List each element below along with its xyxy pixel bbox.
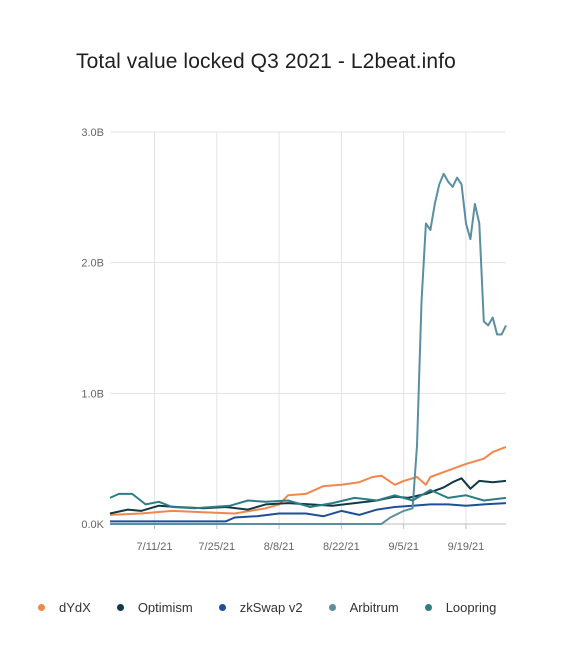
legend-swatch [218,604,226,611]
legend-item-optimism[interactable]: Optimism [116,600,193,615]
y-tick-label: 3.0B [81,127,104,139]
legend: dYdX Optimism zkSwap v2 Arbitrum Loopring [38,600,522,615]
series-line-optimism [109,477,507,515]
legend-swatch [38,604,45,611]
x-tick-label: 8/22/21 [323,541,360,553]
legend-label: Optimism [137,600,193,615]
legend-label: Loopring [445,600,497,615]
line-chart: 0.0K 1.0B 2.0B 3.0B 7/11/21 7/25/21 8/8/21 8/22… [81,127,507,553]
legend-swatch [424,604,432,611]
series-line-zkswap-v2 [110,502,507,523]
grid [110,131,506,525]
legend-label: zkSwap v2 [239,600,303,615]
y-tick-label: 1.0B [81,388,104,400]
legend-item-arbitrum[interactable]: Arbitrum [328,600,399,615]
x-tick-label: 9/19/21 [448,541,485,553]
legend-item-loopring[interactable]: Loopring [424,600,497,615]
legend-label: dYdX [59,600,91,615]
x-tick-label: 9/5/21 [388,541,419,553]
x-tick-label: 8/8/21 [264,541,295,553]
chart-title: Total value locked Q3 2021 - L2beat.info [76,50,456,73]
axes: 0.0K 1.0B 2.0B 3.0B 7/11/21 7/25/21 8/8/21 8/22… [81,127,506,553]
legend-label: Arbitrum [349,600,399,615]
x-tick-label: 7/25/21 [198,541,235,553]
y-tick-label: 2.0B [81,258,104,270]
legend-swatch [328,604,336,611]
y-tick-label: 0.0K [81,519,104,531]
series-line-arbitrum [110,172,507,525]
x-tick-label: 7/11/21 [137,541,173,553]
series-line-dydx [109,445,507,516]
legend-item-dydx[interactable]: dYdX [38,600,91,615]
legend-swatch [116,604,124,611]
legend-item-zkswap-v2[interactable]: zkSwap v2 [218,600,303,615]
series-line-loopring [109,489,507,510]
series-lines [109,172,507,525]
